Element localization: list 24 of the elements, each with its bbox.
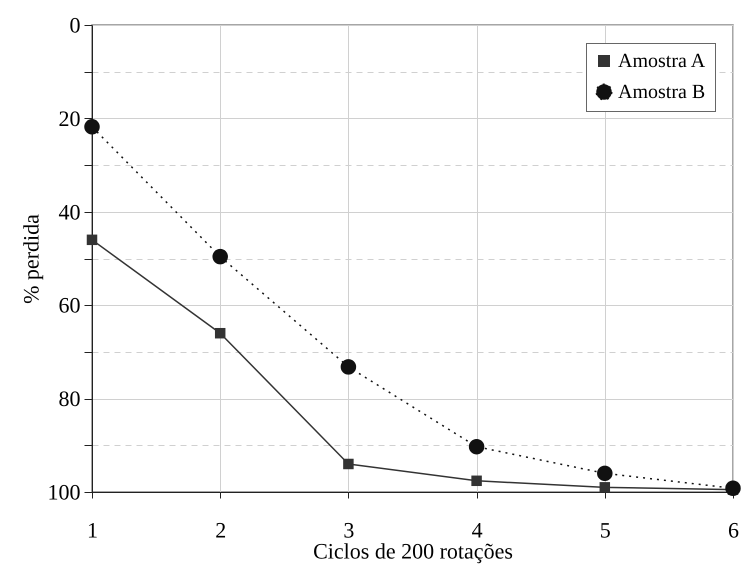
point (212, 248, 228, 264)
point (468, 438, 484, 454)
y-tick-label: 0 (70, 12, 80, 38)
point (597, 466, 613, 482)
y-axis-title: % perdida (18, 214, 44, 304)
y-tick-label: 40 (58, 199, 80, 224)
x-tick-label: 1 (87, 518, 98, 542)
point (343, 458, 354, 470)
y-tick-label: 80 (58, 386, 80, 412)
point (340, 359, 356, 375)
y-tick-label: 100 (48, 480, 80, 504)
y-tick-label: 20 (58, 106, 80, 131)
y-tick-label: 60 (58, 292, 80, 318)
point (86, 234, 98, 246)
x-tick-label: 2 (215, 518, 226, 542)
point (214, 328, 226, 338)
x-tick-label: 5 (600, 518, 611, 542)
point (725, 480, 741, 496)
point (600, 482, 610, 493)
point (471, 476, 482, 486)
point (84, 119, 100, 135)
legend-label: Amostra B (618, 81, 706, 103)
legend-label: Amostra A (618, 50, 706, 72)
x-tick-label: 6 (728, 518, 739, 542)
